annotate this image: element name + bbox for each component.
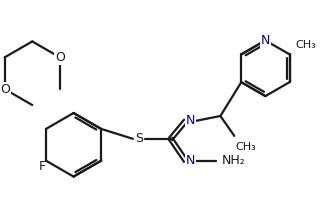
Text: CH₃: CH₃ — [235, 142, 256, 152]
Text: F: F — [38, 160, 46, 173]
Text: O: O — [55, 51, 65, 64]
Text: CH₃: CH₃ — [296, 40, 316, 50]
Text: N: N — [186, 114, 195, 127]
Text: S: S — [135, 132, 143, 145]
Text: N: N — [261, 34, 270, 47]
Text: O: O — [0, 83, 10, 96]
Text: NH₂: NH₂ — [221, 154, 245, 167]
Text: N: N — [186, 154, 195, 167]
